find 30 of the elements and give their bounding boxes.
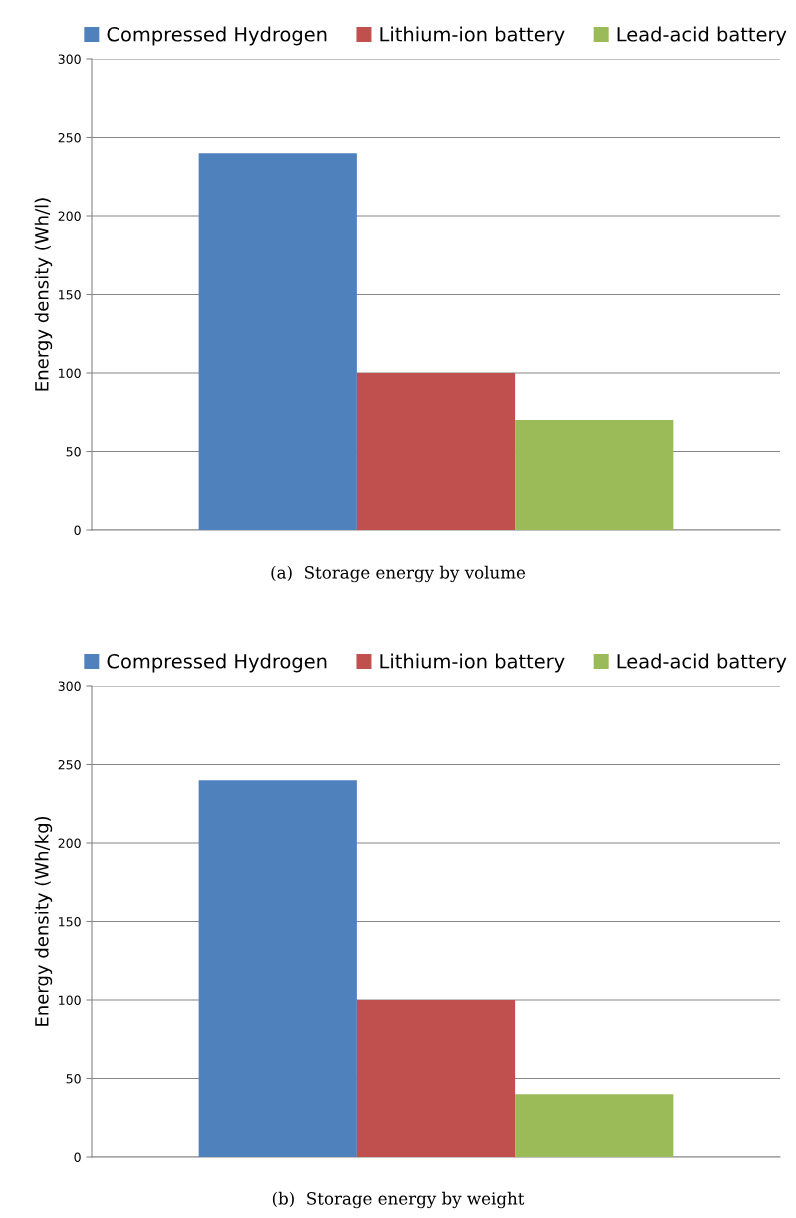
y-tick-label: 200 (58, 838, 81, 848)
y-tick-label: 100 (59, 368, 81, 378)
legend-label: Lead-acid battery (617, 653, 787, 673)
y-axis-title: Energy density (Wh/l) (34, 198, 53, 391)
y-tick-label: 150 (59, 289, 81, 300)
y-tick-label: 150 (59, 916, 81, 927)
legend-label: Lithium-ion battery (380, 653, 565, 673)
bar (356, 373, 516, 530)
text: (b) Storage energy by weight (272, 1191, 525, 1209)
y-tick-label: 250 (58, 132, 81, 143)
y-tick-label: 100 (59, 995, 81, 1005)
legend-label: Lithium-ion battery (380, 26, 565, 46)
bar (356, 1000, 516, 1157)
y-tick-label: 200 (58, 211, 81, 221)
text: (a) Storage energy by volume (271, 565, 526, 583)
bar (198, 153, 357, 530)
bar (515, 420, 674, 530)
legend-label: Compressed Hydrogen (107, 26, 327, 46)
legend-label: Lead-acid battery (617, 26, 787, 46)
legend-label: Compressed Hydrogen (107, 653, 327, 673)
bar (198, 780, 357, 1157)
y-tick-label: 50 (66, 446, 81, 457)
y-tick-label: 300 (58, 54, 81, 64)
y-axis-title: Energy density (Wh/kg) (34, 816, 53, 1026)
y-tick-label: 0 (74, 1152, 81, 1162)
y-tick-label: 300 (58, 681, 81, 691)
y-tick-label: 0 (74, 525, 81, 535)
y-tick-label: 50 (66, 1073, 81, 1084)
y-tick-label: 250 (58, 759, 81, 770)
bar (515, 1094, 674, 1157)
